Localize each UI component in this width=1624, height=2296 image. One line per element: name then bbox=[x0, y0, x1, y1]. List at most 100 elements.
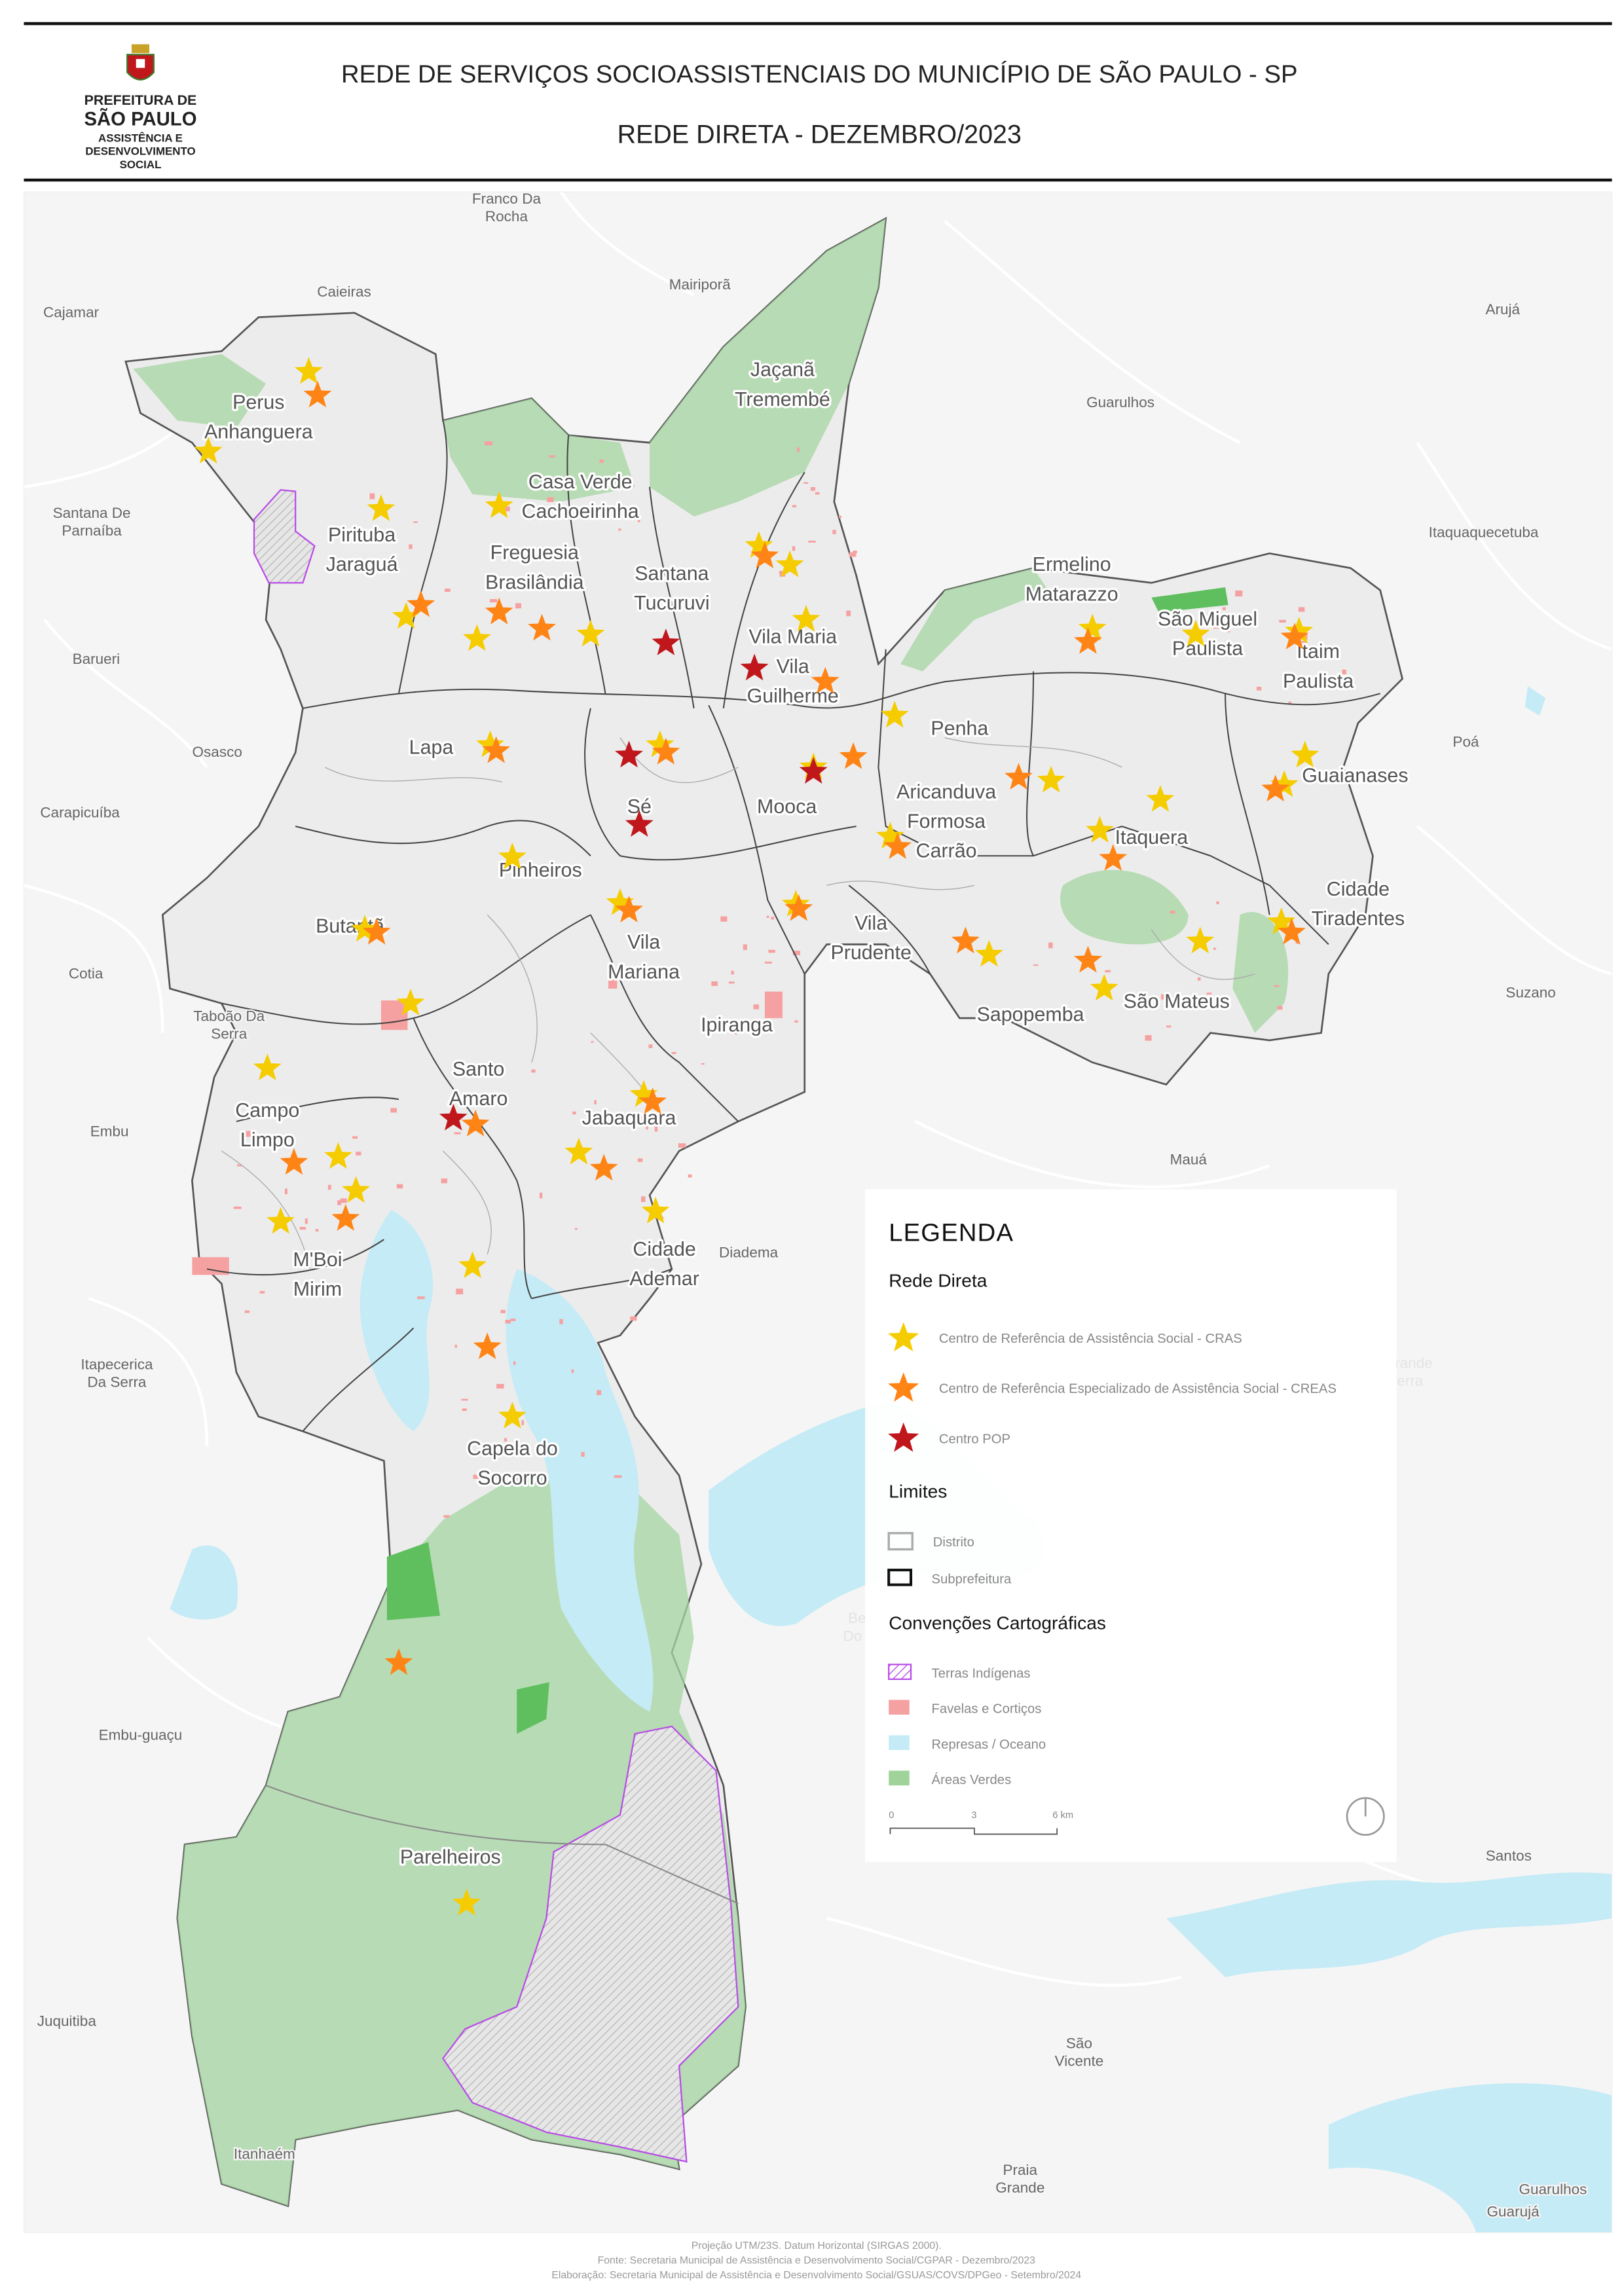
creas-marker-star-icon[interactable] bbox=[1261, 774, 1290, 802]
creas-marker-star-icon[interactable] bbox=[784, 894, 813, 921]
pop-marker-star-icon[interactable] bbox=[740, 653, 769, 681]
cras-marker-star-icon[interactable] bbox=[641, 1196, 670, 1224]
favela-patch bbox=[581, 1451, 585, 1457]
pop-marker-star-icon[interactable] bbox=[439, 1103, 468, 1131]
cras-marker-star-icon[interactable] bbox=[745, 531, 773, 558]
cras-marker-star-icon[interactable] bbox=[458, 1251, 487, 1279]
favela-patch bbox=[340, 1198, 347, 1203]
municipality-labels: Franco Da Rocha Caieiras Mairiporã Cajamar Ar… bbox=[35, 192, 1588, 2221]
service-markers[interactable] bbox=[194, 357, 1320, 1916]
legend-swatch-represas bbox=[889, 1735, 910, 1751]
creas-marker-star-icon[interactable] bbox=[384, 1648, 413, 1675]
favela-patch bbox=[327, 1184, 331, 1190]
creas-marker-star-icon[interactable] bbox=[652, 737, 680, 765]
creas-marker-star-icon[interactable] bbox=[883, 832, 912, 859]
cras-marker-star-icon[interactable] bbox=[1146, 785, 1175, 812]
creas-marker-star-icon[interactable] bbox=[1278, 917, 1306, 945]
creas-marker-star-icon[interactable] bbox=[750, 541, 779, 568]
cras-marker-star-icon[interactable] bbox=[1037, 765, 1065, 793]
favela-patch bbox=[654, 1126, 658, 1132]
pop-marker-star-icon[interactable] bbox=[799, 757, 828, 784]
creas-marker-star-icon[interactable] bbox=[280, 1148, 308, 1175]
cras-marker-star-icon[interactable] bbox=[462, 624, 491, 651]
favela-patch bbox=[1170, 911, 1175, 914]
cras-marker-star-icon[interactable] bbox=[646, 730, 674, 757]
cras-marker-star-icon[interactable] bbox=[392, 602, 420, 629]
creas-marker-star-icon[interactable] bbox=[303, 380, 332, 408]
cras-marker-star-icon[interactable] bbox=[342, 1176, 370, 1203]
creas-marker-star-icon[interactable] bbox=[473, 1332, 502, 1360]
creas-marker-star-icon[interactable] bbox=[528, 613, 556, 641]
creas-marker-star-icon[interactable] bbox=[839, 742, 868, 769]
favela-patch bbox=[688, 1174, 692, 1178]
cras-marker-star-icon[interactable] bbox=[1186, 926, 1215, 954]
creas-marker-star-icon[interactable] bbox=[1005, 763, 1033, 790]
cras-marker-star-icon[interactable] bbox=[295, 357, 323, 384]
creas-marker-star-icon[interactable] bbox=[362, 917, 391, 945]
cras-marker-star-icon[interactable] bbox=[396, 989, 425, 1015]
creas-marker-star-icon[interactable] bbox=[1280, 623, 1309, 649]
cras-marker-star-icon[interactable] bbox=[498, 1402, 526, 1429]
municipality-label-suzano: Suzano bbox=[1505, 985, 1555, 1001]
cras-marker-star-icon[interactable] bbox=[1090, 974, 1118, 1001]
cras-marker-star-icon[interactable] bbox=[1086, 816, 1114, 843]
favela-patch bbox=[1274, 985, 1280, 987]
cras-marker-star-icon[interactable] bbox=[367, 494, 396, 521]
scale-tick-6km: 6 km bbox=[1052, 1810, 1073, 1821]
creas-marker-star-icon[interactable] bbox=[482, 736, 511, 763]
cras-marker-star-icon[interactable] bbox=[1267, 907, 1296, 934]
creas-marker-star-icon[interactable] bbox=[951, 926, 980, 954]
favela-patch bbox=[549, 455, 555, 458]
cras-marker-star-icon[interactable] bbox=[267, 1207, 295, 1234]
cras-marker-star-icon[interactable] bbox=[629, 1080, 658, 1107]
cras-marker-star-icon[interactable] bbox=[564, 1137, 593, 1165]
cras-marker-star-icon[interactable] bbox=[576, 619, 605, 647]
cras-marker-star-icon[interactable] bbox=[1270, 770, 1299, 797]
creas-marker-star-icon[interactable] bbox=[485, 597, 513, 625]
pop-marker-star-icon[interactable] bbox=[652, 629, 680, 655]
cras-marker-star-icon[interactable] bbox=[498, 842, 526, 869]
creas-marker-star-icon[interactable] bbox=[1074, 627, 1102, 654]
creas-marker-star-icon[interactable] bbox=[1074, 945, 1102, 973]
creas-marker-star-icon[interactable] bbox=[615, 896, 643, 922]
creas-marker-star-icon[interactable] bbox=[638, 1087, 667, 1114]
cras-marker-star-icon[interactable] bbox=[880, 701, 909, 728]
cras-marker-star-icon[interactable] bbox=[476, 730, 505, 757]
cras-marker-star-icon[interactable] bbox=[1181, 619, 1210, 647]
cras-marker-star-icon[interactable] bbox=[253, 1053, 282, 1081]
cras-marker-star-icon[interactable] bbox=[975, 939, 1003, 967]
cras-marker-star-icon[interactable] bbox=[485, 491, 513, 519]
cras-marker-star-icon[interactable] bbox=[606, 888, 635, 915]
cras-marker-star-icon[interactable] bbox=[324, 1142, 352, 1169]
cras-marker-star-icon[interactable] bbox=[876, 822, 904, 849]
creas-marker-star-icon[interactable] bbox=[407, 590, 435, 617]
reservoirs bbox=[170, 1210, 654, 1712]
cras-marker-star-icon[interactable] bbox=[194, 437, 223, 464]
creas-marker-star-icon[interactable] bbox=[589, 1154, 618, 1181]
favela-patch bbox=[792, 951, 800, 955]
pop-marker-star-icon[interactable] bbox=[625, 810, 654, 837]
favela-patch bbox=[501, 552, 508, 558]
subprefeitura-label-sapopemba: Sapopemba bbox=[977, 1004, 1084, 1026]
creas-marker-star-icon[interactable] bbox=[811, 666, 840, 694]
favela-patch bbox=[608, 974, 618, 989]
cras-marker-star-icon[interactable] bbox=[452, 1888, 481, 1916]
cras-marker-star-icon[interactable] bbox=[1285, 617, 1314, 644]
subprefeitura-boundaries[interactable] bbox=[206, 420, 1381, 1904]
scale-bar: 0 3 6 km bbox=[889, 1810, 1073, 1835]
subprefeitura-label-freguesia-brasilandia: Freguesia Brasilândia bbox=[485, 541, 584, 593]
cras-marker-star-icon[interactable] bbox=[775, 550, 804, 577]
map-area[interactable]: Franco Da Rocha Caieiras Mairiporã Cajamar Ar… bbox=[24, 191, 1612, 2233]
favela-patch bbox=[731, 970, 734, 975]
scale-tick-3: 3 bbox=[971, 1810, 976, 1821]
creas-marker-star-icon[interactable] bbox=[461, 1109, 490, 1137]
logo-text-line4: DESENVOLVIMENTO bbox=[85, 145, 195, 158]
pop-marker-star-icon[interactable] bbox=[615, 740, 643, 768]
cras-marker-star-icon[interactable] bbox=[1078, 613, 1107, 641]
creas-marker-star-icon[interactable] bbox=[1099, 844, 1128, 871]
creas-marker-star-icon[interactable] bbox=[331, 1204, 360, 1231]
favela-patch bbox=[1212, 619, 1215, 623]
favela-patch bbox=[1161, 994, 1169, 1000]
cras-marker-star-icon[interactable] bbox=[792, 605, 821, 632]
cras-marker-star-icon[interactable] bbox=[1291, 740, 1320, 768]
